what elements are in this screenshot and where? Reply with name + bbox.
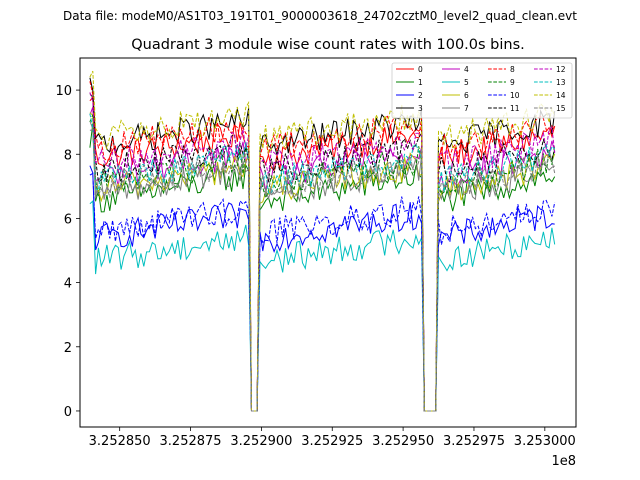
- y-axis: 0 2 4 6 8 10: [55, 84, 80, 420]
- legend-label: 13: [556, 78, 566, 87]
- x-axis: 3.252850 3.252875 3.252900 3.252925 3.252950…: [89, 427, 576, 449]
- x-tick-label: 3.252875: [160, 434, 222, 449]
- legend-label: 8: [510, 65, 515, 74]
- series-line-12: [89, 92, 556, 412]
- series-layer: [89, 70, 556, 412]
- x-tick-label: 3.252950: [372, 434, 434, 449]
- legend-label: 9: [510, 78, 515, 87]
- legend-label: 14: [556, 91, 566, 100]
- legend-label: 5: [464, 78, 469, 87]
- y-tick-label: 4: [64, 277, 72, 292]
- x-offset-label: 1e8: [551, 454, 576, 469]
- x-tick-label: 3.252850: [89, 434, 151, 449]
- legend-box: [391, 62, 573, 119]
- series-line-5: [89, 200, 556, 412]
- series-line-0: [89, 95, 556, 412]
- x-tick-label: 3.252925: [301, 434, 363, 449]
- figure-suptitle: Data file: modeM0/AS1T03_191T01_90000036…: [63, 9, 577, 23]
- legend-label: 15: [556, 104, 566, 113]
- chart-title: Quadrant 3 module wise count rates with …: [131, 37, 525, 53]
- legend-label: 10: [510, 91, 520, 100]
- legend-label: 12: [556, 65, 566, 74]
- series-line-9: [89, 114, 556, 412]
- x-tick-label: 3.252900: [230, 434, 292, 449]
- x-tick-label: 3.253000: [514, 434, 576, 449]
- legend-label: 11: [510, 104, 520, 113]
- series-line-8: [89, 81, 556, 412]
- series-line-13: [89, 113, 556, 412]
- series-line-7: [89, 120, 555, 412]
- legend-label: 6: [464, 91, 469, 100]
- y-tick-label: 10: [55, 84, 72, 99]
- x-tick-label: 3.252975: [443, 434, 505, 449]
- series-line-14: [89, 70, 556, 412]
- legend-label: 4: [464, 65, 469, 74]
- series-line-10: [89, 172, 556, 412]
- y-tick-label: 2: [64, 341, 72, 356]
- series-line-3: [89, 77, 556, 412]
- y-tick-label: 0: [64, 405, 72, 420]
- series-line-15: [89, 129, 556, 412]
- legend-label: 2: [418, 91, 423, 100]
- legend-label: 7: [464, 104, 469, 113]
- series-line-2: [89, 165, 555, 412]
- plot-frame: [79, 57, 577, 428]
- y-tick-label: 6: [64, 212, 72, 227]
- series-line-6: [89, 112, 556, 412]
- legend-label: 3: [418, 104, 423, 113]
- y-tick-label: 8: [64, 148, 72, 163]
- legend-label: 0: [418, 65, 423, 74]
- legend-label: 1: [418, 78, 423, 87]
